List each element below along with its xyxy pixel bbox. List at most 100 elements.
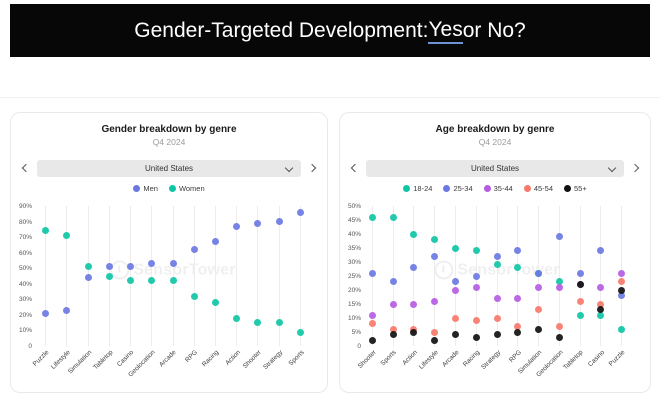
- data-point-35-44-puzzle: [618, 269, 626, 277]
- legend-label: 45-54: [533, 184, 553, 193]
- legend-dot-icon: [403, 185, 411, 192]
- data-point-25-34-puzzle: [618, 292, 626, 300]
- data-point-25-34-rpg: [514, 247, 522, 255]
- legend-item-25-34[interactable]: 25-34: [443, 184, 473, 193]
- data-point-women-shooter: [254, 319, 262, 327]
- slide-title-banner: Gender-Targeted Development: Yes or No?: [10, 4, 650, 57]
- data-point-35-44-rpg: [514, 294, 522, 302]
- data-point-men-geolocation: [148, 260, 156, 268]
- legend-item-18-24[interactable]: 18-24: [403, 184, 432, 193]
- data-point-18-24-action: [410, 230, 418, 238]
- prev-region-button[interactable]: [347, 159, 361, 177]
- data-point-35-44-action: [410, 300, 418, 308]
- y-axis-tick: 20%: [347, 287, 361, 294]
- data-point-women-sports: [296, 328, 304, 336]
- data-point-35-44-simulation: [535, 283, 543, 291]
- legend-item-men[interactable]: Men: [133, 184, 158, 193]
- legend-dot-icon: [564, 185, 571, 192]
- y-axis-tick: 50%: [18, 265, 32, 273]
- y-axis-tick: 15%: [347, 301, 361, 308]
- data-point-18-24-tabletop: [576, 311, 584, 319]
- chevron-down-icon: [607, 163, 617, 172]
- data-point-women-rpg: [190, 292, 198, 300]
- data-point-35-44-arcade: [451, 286, 459, 294]
- data-point-35-44-shooter: [368, 311, 376, 319]
- x-axis-label: Tabletop: [562, 349, 586, 372]
- gridline: [130, 206, 132, 346]
- gridline: [278, 206, 280, 346]
- y-axis-tick: 90%: [18, 203, 32, 210]
- legend-label: 18-24: [413, 184, 433, 193]
- data-point-35-44-lifestyle: [431, 297, 439, 305]
- data-point-55--racing: [472, 334, 480, 342]
- data-point-women-geolocation: [148, 277, 156, 285]
- data-point-25-34-sports: [389, 278, 397, 286]
- x-axis-label: RPG: [184, 349, 200, 364]
- data-point-men-rpg: [190, 246, 198, 254]
- data-point-men-strategy: [275, 218, 283, 226]
- data-point-35-44-sports: [389, 300, 397, 308]
- chevron-left-icon: [350, 163, 360, 173]
- x-axis-label: Tabletop: [91, 349, 115, 372]
- legend-item-women[interactable]: Women: [168, 184, 205, 193]
- chart-title: Age breakdown by genre: [435, 124, 555, 135]
- data-point-men-arcade: [169, 260, 177, 268]
- data-point-18-24-geolocation: [555, 278, 563, 286]
- data-point-18-24-puzzle: [618, 325, 626, 333]
- slide-title-underlined-word: Yes: [428, 18, 463, 44]
- legend-label: 35-44: [493, 184, 513, 193]
- legend-item-45-54[interactable]: 45-54: [523, 184, 553, 193]
- data-point-45-54-casino: [597, 300, 605, 308]
- y-axis-tick: 30%: [347, 259, 361, 266]
- x-axis-label: Lifestyle: [417, 349, 440, 371]
- prev-region-button[interactable]: [18, 159, 32, 177]
- data-point-35-44-strategy: [493, 294, 501, 302]
- legend-dot-icon: [523, 185, 531, 192]
- data-point-45-54-strategy: [493, 314, 501, 322]
- scatter-plot: SensorTower Puzzle Lifestyle Simulation Tab…: [32, 206, 311, 378]
- y-axis-tick: 80%: [18, 218, 32, 226]
- data-point-55--tabletop: [576, 280, 584, 288]
- region-selector-row: United States: [347, 159, 643, 177]
- data-point-women-racing: [211, 298, 219, 306]
- data-point-55--sports: [389, 331, 397, 339]
- gridline: [299, 206, 301, 346]
- legend-item-55-[interactable]: 55+: [564, 184, 587, 193]
- gridline: [496, 206, 498, 346]
- data-point-18-24-rpg: [514, 264, 522, 272]
- x-axis-label: Strategy: [262, 349, 285, 372]
- next-region-button[interactable]: [306, 159, 320, 177]
- data-point-35-44-casino: [597, 283, 605, 291]
- data-point-45-54-shooter: [368, 320, 376, 328]
- data-point-25-34-action: [410, 264, 418, 272]
- data-point-men-shooter: [254, 219, 262, 227]
- x-axis-label: Casino: [586, 349, 606, 369]
- data-point-25-34-lifestyle: [431, 252, 439, 260]
- gridline: [517, 206, 519, 346]
- legend-dot-icon: [443, 185, 451, 192]
- data-point-55--arcade: [451, 331, 459, 339]
- data-point-45-54-simulation: [535, 306, 543, 314]
- data-point-55--simulation: [535, 325, 543, 333]
- data-point-18-24-casino: [597, 311, 605, 319]
- data-point-women-lifestyle: [63, 232, 71, 240]
- y-axis-tick: 40%: [18, 280, 32, 288]
- next-region-button[interactable]: [629, 159, 643, 177]
- chart-subtitle: Q4 2024: [478, 137, 512, 147]
- data-point-45-54-sports: [389, 325, 397, 333]
- gridline: [600, 206, 602, 346]
- data-point-55--lifestyle: [431, 336, 439, 344]
- data-point-women-arcade: [169, 277, 177, 285]
- region-select[interactable]: United States: [37, 159, 301, 177]
- data-point-55--shooter: [368, 336, 376, 344]
- x-axis-label: Shooter: [356, 349, 378, 371]
- divider-line: [0, 97, 660, 98]
- region-select[interactable]: United States: [366, 159, 624, 177]
- watermark-logo-icon: [110, 260, 130, 280]
- chevron-right-icon: [630, 163, 640, 173]
- legend-dot-icon: [133, 185, 141, 192]
- chevron-right-icon: [307, 163, 317, 173]
- data-point-18-24-arcade: [451, 244, 459, 252]
- x-axis-label: Action: [223, 349, 242, 367]
- legend-item-35-44[interactable]: 35-44: [483, 184, 513, 193]
